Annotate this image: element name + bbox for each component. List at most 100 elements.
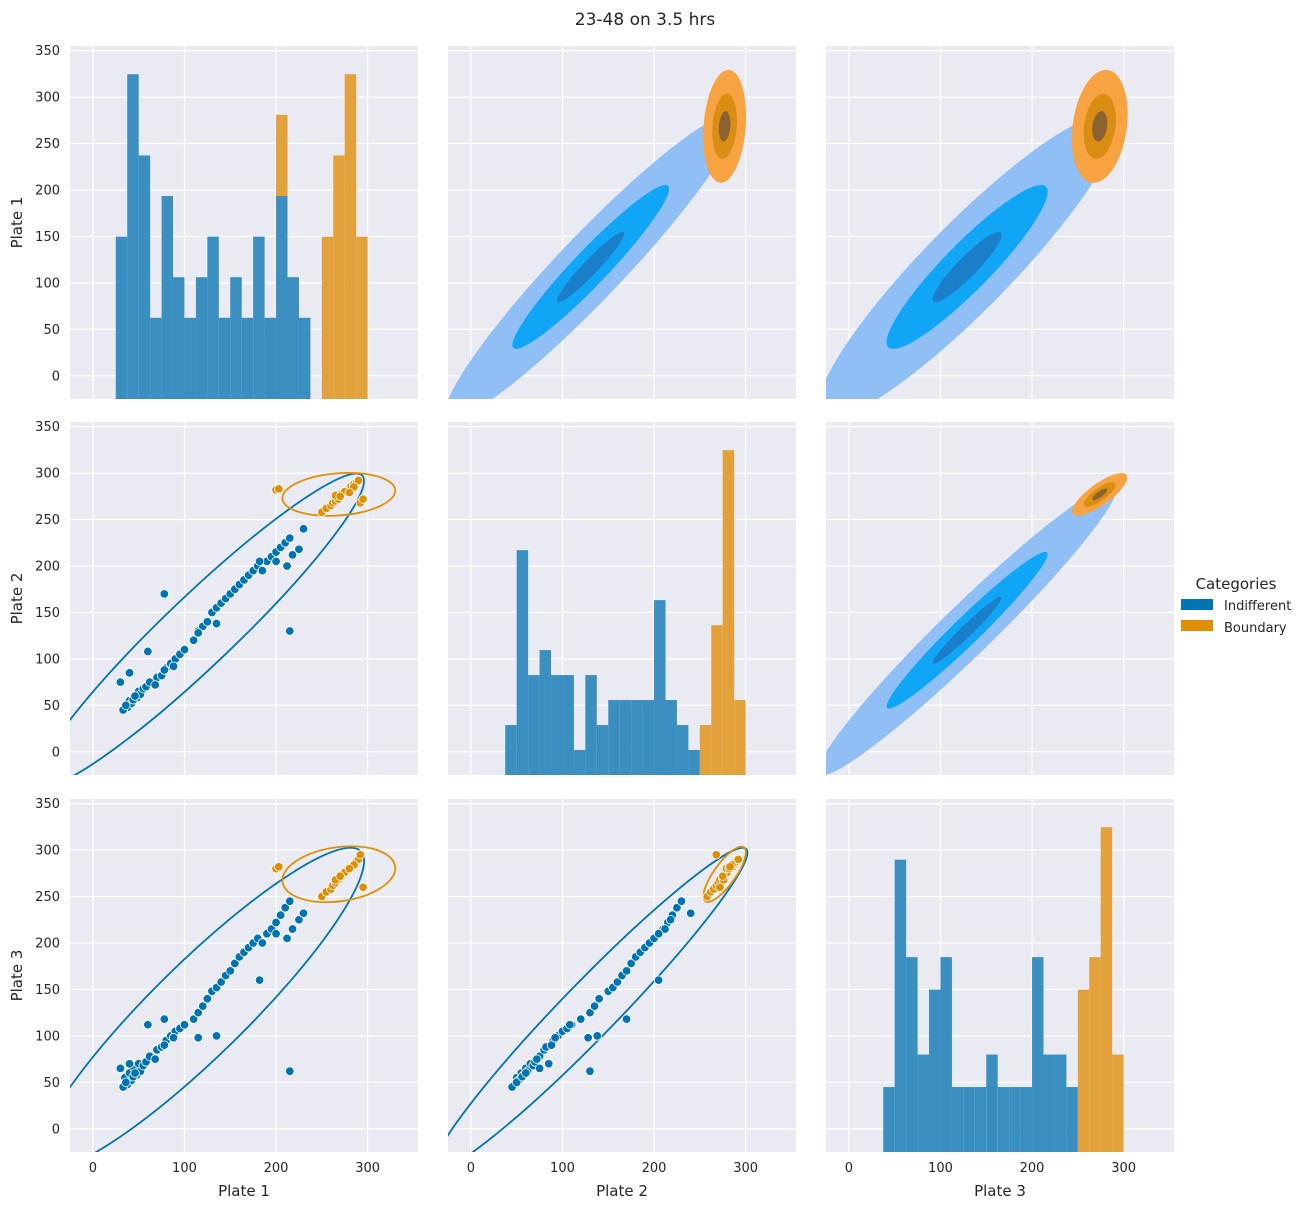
- hist-bar-indifferent: [894, 859, 907, 1152]
- y-tick-label: 200: [35, 936, 60, 951]
- scatter-point-indifferent: [565, 1020, 575, 1030]
- scatter-point-indifferent: [592, 1031, 602, 1041]
- scatter-point-indifferent: [130, 1068, 140, 1078]
- scatter-point-indifferent: [285, 626, 295, 636]
- hist-bar-indifferent: [608, 700, 620, 775]
- scatter-point-indifferent: [275, 910, 286, 920]
- y-axis-label: Plate 2: [8, 573, 26, 625]
- y-tick-label: 300: [35, 844, 60, 859]
- scatter-point-boundary: [715, 882, 725, 892]
- hist-bar-indifferent: [195, 277, 208, 399]
- hist-bar-boundary: [276, 114, 288, 197]
- kde-fill-indifferent: [557, 231, 625, 303]
- scatter-point-indifferent: [544, 1059, 554, 1069]
- scatter-point-indifferent: [621, 966, 632, 976]
- hist-bar-indifferent: [138, 155, 151, 399]
- hist-bar-indifferent: [241, 317, 254, 399]
- hist-bar-indifferent: [917, 1054, 930, 1152]
- kde-fill-indifferent: [932, 596, 1002, 664]
- y-tick-label: 50: [43, 1076, 60, 1091]
- scatter-point-indifferent: [188, 1014, 199, 1024]
- x-tick-label: 100: [928, 1161, 953, 1176]
- scatter-point-boundary: [335, 491, 345, 502]
- scatter-point-indifferent: [143, 1020, 153, 1030]
- scatter-point-boundary: [353, 475, 364, 486]
- scatter-point-indifferent: [672, 902, 682, 913]
- hist-bar-boundary: [1089, 957, 1101, 1152]
- y-tick-label: 200: [35, 183, 60, 198]
- scatter-point-indifferent: [660, 924, 670, 934]
- legend-title: Categories: [1196, 575, 1277, 593]
- scatter-point-indifferent: [193, 628, 203, 638]
- scatter-point-indifferent: [168, 1033, 179, 1043]
- legend-label-boundary: Boundary: [1224, 621, 1287, 636]
- y-tick-label: 100: [35, 1029, 60, 1044]
- scatter-point-boundary: [344, 487, 355, 498]
- panel-plate-3-vs-plate-1: 0 50 100 150 200 250 300 350 Plate 3 0 100 200 300 Pl…: [8, 797, 418, 1200]
- hist-bar-indifferent: [951, 1087, 964, 1152]
- scatter-point-indifferent: [202, 994, 213, 1004]
- x-axis-label: Plate 3: [974, 1182, 1026, 1200]
- hist-bar-indifferent: [127, 74, 139, 399]
- scatter-point-indifferent: [179, 644, 190, 655]
- x-tick-label: 300: [1111, 1161, 1136, 1176]
- scatter-point-indifferent: [585, 1007, 595, 1018]
- y-tick-label: 0: [52, 369, 60, 384]
- hist-bar-indifferent: [906, 957, 918, 1152]
- x-tick-label: 100: [172, 1161, 197, 1176]
- hist-bar-indifferent: [940, 957, 952, 1152]
- scatter-point-indifferent: [534, 1063, 545, 1074]
- y-tick-label: 350: [35, 420, 60, 435]
- hist-bar-indifferent: [253, 236, 265, 399]
- scatter-point-indifferent: [211, 1031, 222, 1041]
- scatter-point-boundary: [274, 484, 284, 494]
- y-tick-label: 50: [43, 323, 60, 338]
- y-tick-label: 0: [52, 1122, 60, 1137]
- scatter-point-indifferent: [294, 544, 304, 554]
- hist-bar-boundary: [1077, 989, 1090, 1152]
- panel-content: [70, 845, 397, 1152]
- hist-bar-indifferent: [516, 550, 529, 775]
- y-tick-label: 150: [35, 983, 60, 998]
- hist-bar-indifferent: [264, 317, 277, 399]
- kde-fill-boundary: [718, 111, 731, 142]
- scatter-point-boundary: [718, 871, 728, 881]
- y-axis-label: Plate 3: [8, 950, 26, 1002]
- y-tick-label: 300: [35, 467, 60, 482]
- hist-bar-boundary: [711, 625, 723, 775]
- hist-bar-indifferent: [997, 1087, 1010, 1152]
- y-tick-label: 0: [52, 745, 60, 760]
- legend-label-indifferent: Indifferent: [1224, 599, 1291, 614]
- hist-bar-indifferent: [883, 1087, 895, 1152]
- y-axis-label: Plate 1: [8, 197, 26, 249]
- panel-plate-2-vs-plate-2: [448, 422, 796, 775]
- panel-plate-1-vs-plate-2: [448, 46, 796, 399]
- x-tick-label: 300: [733, 1161, 758, 1176]
- scatter-point-boundary: [733, 854, 744, 865]
- scatter-point-indifferent: [143, 646, 153, 657]
- scatter-point-indifferent: [287, 924, 298, 934]
- hist-bar-indifferent: [596, 725, 609, 775]
- scatter-point-boundary: [358, 494, 368, 504]
- hist-bar-indifferent: [173, 277, 185, 399]
- panel-plate-2-vs-plate-3: [826, 422, 1174, 775]
- scatter-point-indifferent: [546, 1040, 557, 1050]
- hist-bar-boundary: [333, 155, 345, 399]
- scatter-point-indifferent: [287, 550, 298, 560]
- scatter-point-indifferent: [676, 896, 687, 906]
- panel-plate-1-vs-plate-3: [826, 46, 1174, 399]
- scatter-point-indifferent: [168, 661, 179, 672]
- hist-bar-indifferent: [551, 675, 563, 775]
- hist-bar-boundary: [344, 74, 357, 399]
- y-tick-label: 200: [35, 559, 60, 574]
- y-tick-label: 50: [43, 699, 60, 714]
- scatter-point-indifferent: [124, 1059, 135, 1069]
- scatter-point-boundary: [335, 871, 345, 881]
- scatter-point-indifferent: [254, 556, 265, 567]
- hist-bar-indifferent: [276, 196, 288, 399]
- hist-bar-indifferent: [115, 236, 128, 399]
- figure-title: 23-48 on 3.5 hrs: [575, 10, 716, 30]
- scatter-point-indifferent: [285, 896, 295, 906]
- x-tick-label: 0: [467, 1161, 475, 1176]
- panel-content: [505, 450, 746, 775]
